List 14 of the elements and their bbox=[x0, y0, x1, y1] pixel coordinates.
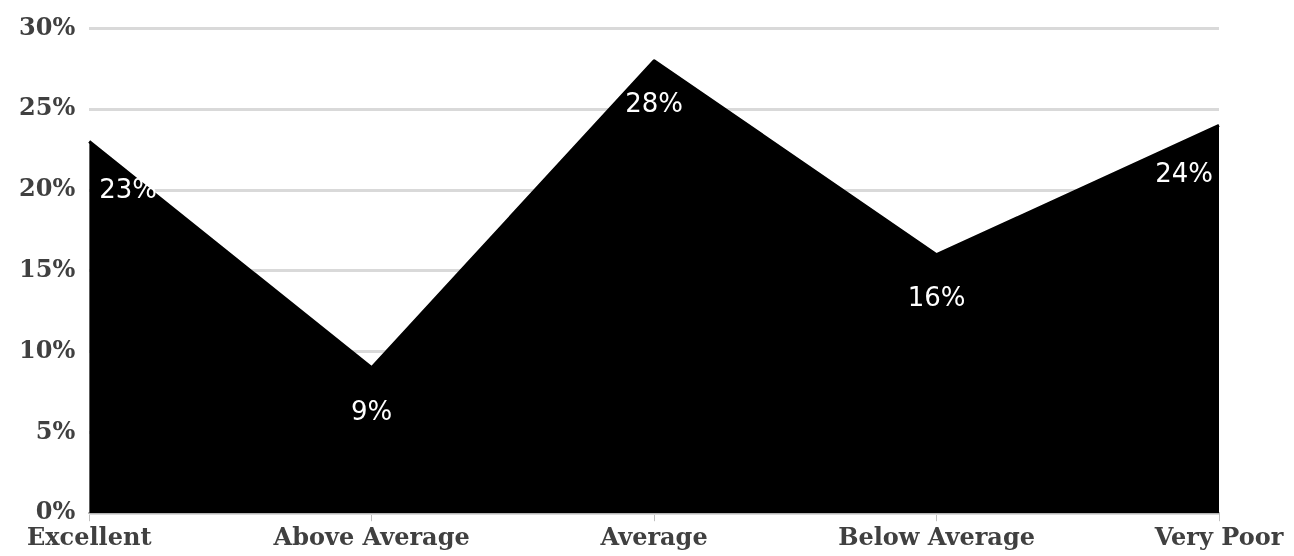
y-tick-label: 25% bbox=[19, 92, 76, 122]
data-label: 24% bbox=[1155, 158, 1213, 189]
y-tick-label: 20% bbox=[19, 173, 76, 203]
y-tick-label: 10% bbox=[19, 334, 76, 364]
data-label: 16% bbox=[907, 282, 966, 313]
y-tick-label: 30% bbox=[19, 11, 76, 41]
x-tick-label: Above Average bbox=[272, 521, 470, 551]
x-tick-label: Below Average bbox=[838, 521, 1035, 551]
x-tick-label: Average bbox=[599, 521, 708, 551]
data-label: 28% bbox=[625, 88, 683, 119]
y-tick-label: 5% bbox=[35, 415, 76, 445]
data-label: 9% bbox=[351, 395, 393, 426]
y-tick-label: 15% bbox=[19, 254, 76, 284]
x-tick-label: Very Poor bbox=[1153, 521, 1284, 551]
